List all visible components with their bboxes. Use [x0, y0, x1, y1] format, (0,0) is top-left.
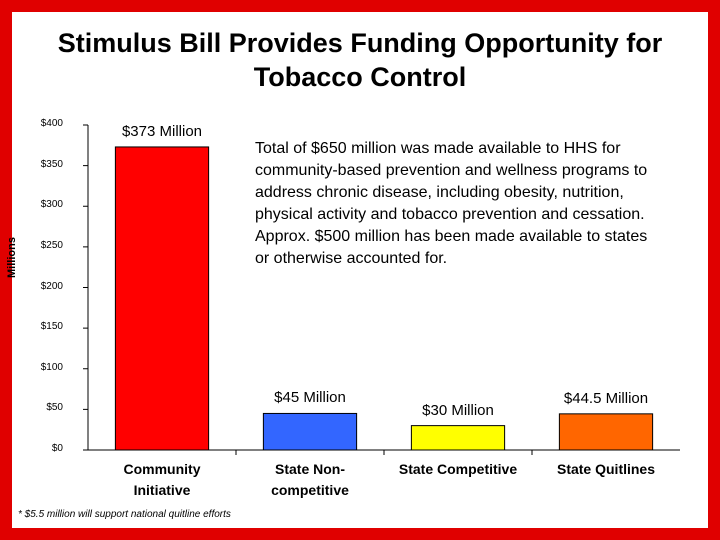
bar: [262, 412, 358, 451]
y-tick-label: $200: [40, 280, 63, 292]
value-label: $373 Million: [121, 122, 203, 140]
y-tick-label: $350: [40, 158, 63, 170]
footnote: * $5.5 million will support national qui…: [18, 509, 231, 520]
y-tick-label: $100: [40, 361, 63, 373]
y-tick-label: $150: [40, 321, 63, 333]
y-tick-label: $250: [40, 239, 63, 251]
value-label: $45 Million: [274, 389, 346, 407]
x-tick-label: State Non-competitive: [271, 461, 349, 498]
value-label: $44.5 Million: [563, 389, 649, 407]
x-tick-label: Community Initiative: [123, 461, 201, 498]
y-tick-label: $0: [51, 443, 63, 454]
bar: [410, 425, 506, 451]
chart-title: Stimulus Bill Provides Funding Opportuni…: [57, 28, 663, 92]
y-tick-label: $300: [40, 199, 63, 211]
annotation: Total of $650 million was made available…: [255, 140, 648, 267]
y-tick-label: $400: [40, 118, 63, 129]
x-tick-label: State Quitlines: [556, 461, 656, 477]
bar: [558, 413, 654, 451]
value-label: $30 Million: [422, 401, 494, 419]
y-tick-label: $50: [46, 402, 63, 414]
x-tick-label: State Competitive: [398, 461, 518, 477]
bar: [114, 146, 210, 451]
